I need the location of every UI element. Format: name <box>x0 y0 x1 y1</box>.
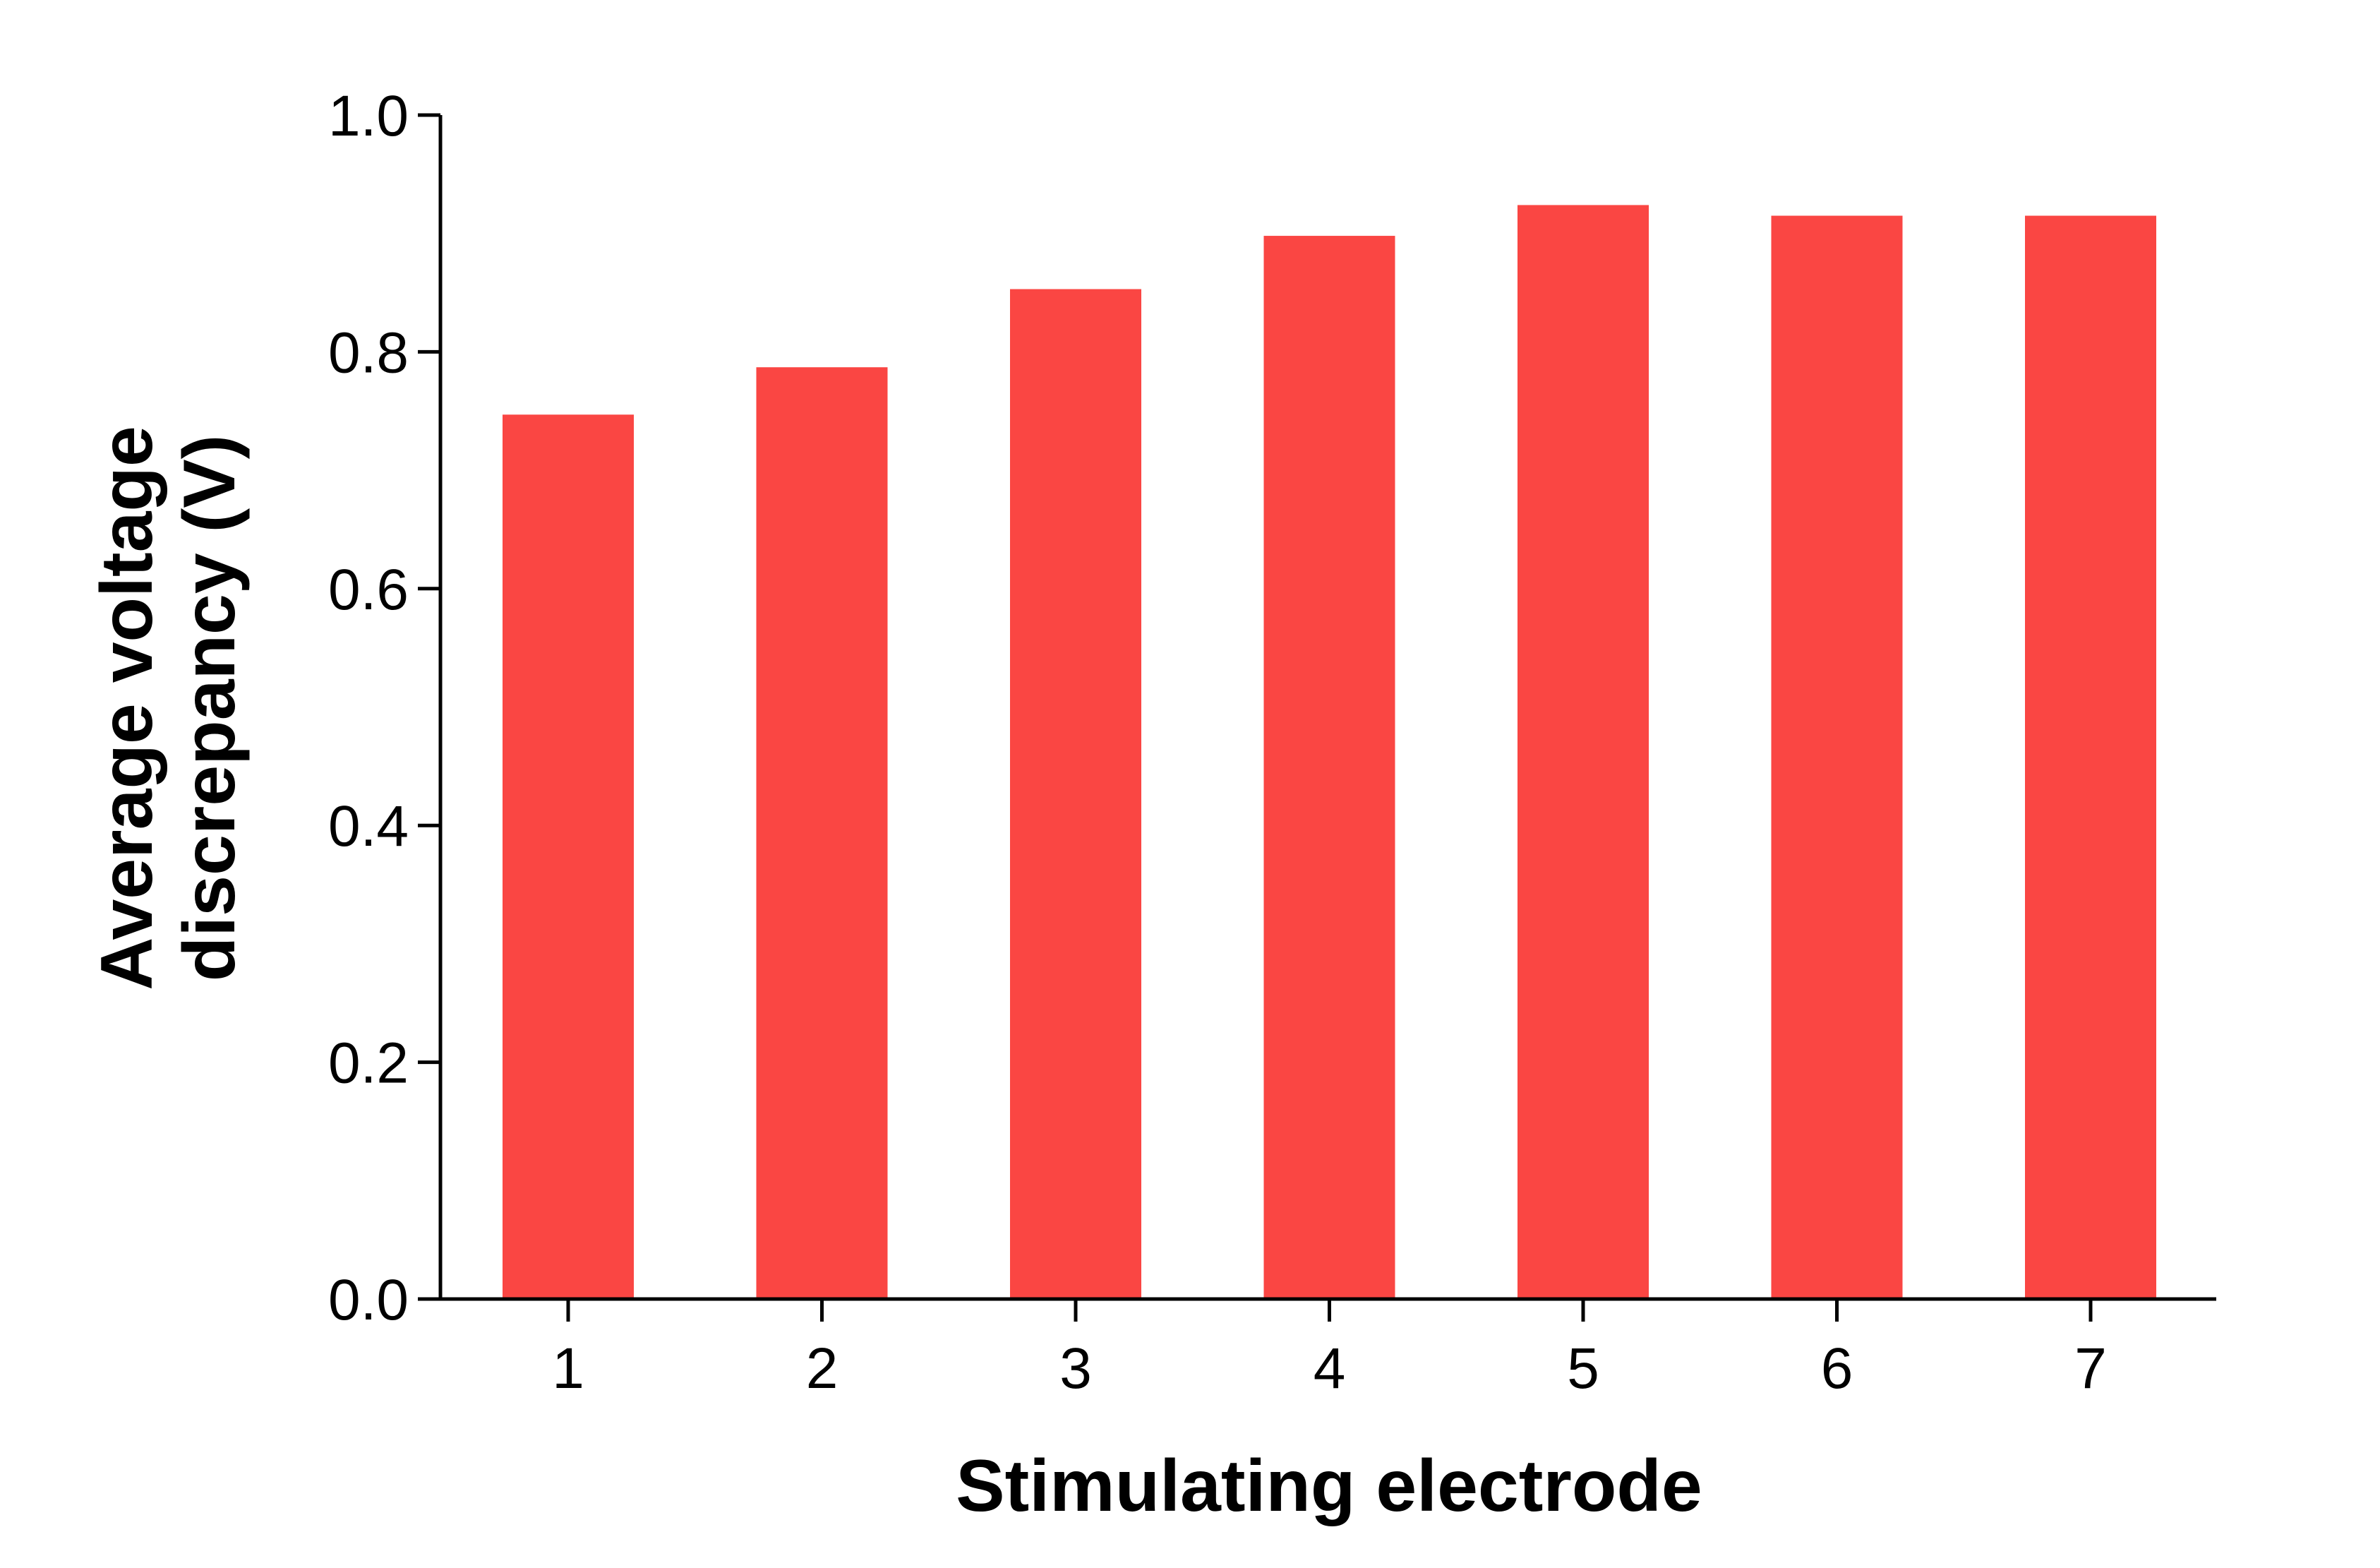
y-tick-label: 0.6 <box>328 558 409 622</box>
x-tick-label: 2 <box>806 1336 839 1401</box>
x-axis: 1 2 3 4 5 6 7 <box>440 1297 2216 1401</box>
x-axis-title: Stimulating electrode <box>956 1445 1702 1527</box>
bars-group <box>503 205 2156 1300</box>
bar-4 <box>1263 236 1395 1300</box>
bar-3 <box>1010 289 1141 1299</box>
x-tick-label: 5 <box>1567 1336 1599 1401</box>
y-tick-label: 0.8 <box>328 321 409 385</box>
y-axis: 0.0 0.2 0.4 0.6 0.8 1.0 <box>328 84 443 1332</box>
x-tick-label: 1 <box>552 1336 584 1401</box>
y-tick-label: 0.0 <box>328 1268 409 1332</box>
bar-5 <box>1517 205 1649 1299</box>
y-tick-label: 0.2 <box>328 1031 409 1096</box>
y-axis-title-line: discrepancy (V) <box>169 435 251 982</box>
x-tick-label: 3 <box>1059 1336 1092 1401</box>
bar-6 <box>1771 215 1903 1299</box>
y-tick-label: 1.0 <box>328 84 409 148</box>
bar-7 <box>2025 215 2156 1299</box>
bar-2 <box>756 367 888 1300</box>
x-tick-label: 7 <box>2074 1336 2107 1401</box>
y-axis-title: Average voltage discrepancy (V) <box>86 426 251 991</box>
y-axis-title-line: Average voltage <box>86 426 168 991</box>
x-tick-label: 6 <box>1821 1336 1853 1401</box>
x-tick-label: 4 <box>1314 1336 1346 1401</box>
y-tick-label: 0.4 <box>328 794 409 858</box>
bar-1 <box>503 414 634 1299</box>
